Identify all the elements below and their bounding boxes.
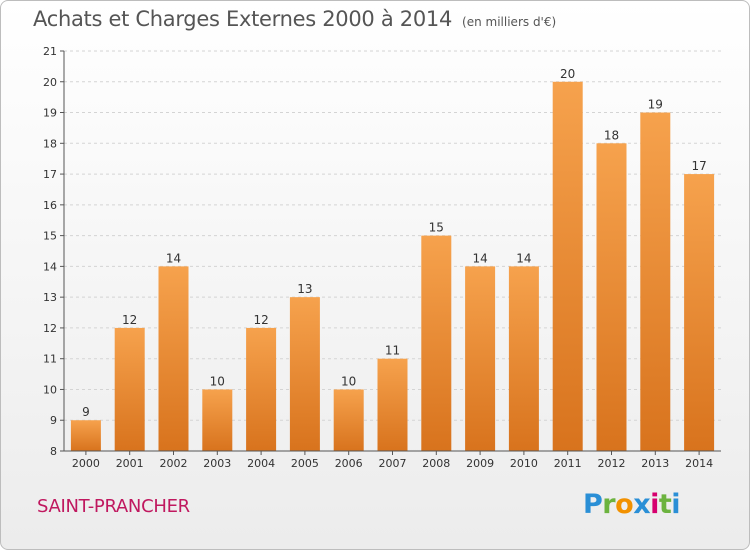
x-tick-label: 2011 (554, 457, 582, 470)
logo-letter: o (615, 489, 634, 520)
x-tick-label: 2010 (510, 457, 538, 470)
y-tick-label: 18 (43, 137, 57, 150)
axes: 8 9 10 11 12 13 14 15 16 17 18 19 20 21 2000 2001 2002 20… (43, 45, 721, 470)
chart-title-text: Achats et Charges Externes 2000 à 2014 (33, 7, 453, 31)
y-tick-label: 14 (43, 260, 57, 273)
bar (246, 327, 277, 451)
y-tick-label: 17 (43, 168, 57, 181)
x-tick-label: 2000 (72, 457, 100, 470)
bar (465, 266, 496, 451)
data-label: 12 (253, 313, 268, 327)
data-label: 10 (210, 374, 225, 388)
y-tick-label: 16 (43, 199, 57, 212)
bar (421, 235, 452, 451)
bar (640, 112, 671, 452)
logo-letter: t (658, 489, 672, 520)
y-tick-label: 9 (50, 414, 57, 427)
y-tick-label: 8 (50, 445, 57, 458)
y-tick-label: 20 (43, 76, 57, 89)
data-label: 14 (472, 251, 487, 265)
x-tick-label: 2008 (422, 457, 450, 470)
y-tick-label: 19 (43, 107, 57, 120)
bar (377, 358, 408, 451)
y-tick-label: 11 (43, 353, 57, 366)
x-tick-label: 2013 (641, 457, 669, 470)
logo-letter: P (583, 489, 603, 520)
x-tick-label: 2003 (203, 457, 231, 470)
data-label: 18 (604, 128, 619, 142)
data-label: 14 (166, 251, 181, 265)
data-label: 13 (297, 282, 312, 296)
data-label: 19 (648, 98, 663, 112)
y-tick-label: 21 (43, 45, 57, 58)
y-tick-label: 15 (43, 230, 57, 243)
bar (684, 174, 715, 452)
x-tick-label: 2014 (685, 457, 713, 470)
x-tick-label: 2009 (466, 457, 494, 470)
x-tick-label: 2001 (116, 457, 144, 470)
bar (158, 266, 189, 451)
bars: 9 12 14 10 12 13 10 11 15 14 14 20 18 19 17 (70, 67, 715, 452)
data-label: 12 (122, 313, 137, 327)
bar (552, 81, 583, 452)
data-label: 14 (516, 251, 531, 265)
logo-letter: i (650, 489, 659, 520)
y-tick-label: 10 (43, 383, 57, 396)
x-tick-label: 2006 (335, 457, 363, 470)
logo-letter: i (671, 489, 681, 520)
data-label: 15 (429, 221, 444, 235)
bar (114, 327, 145, 451)
data-label: 9 (82, 405, 90, 419)
x-tick-label: 2012 (598, 457, 626, 470)
bar (333, 389, 364, 451)
y-tick-label: 13 (43, 291, 57, 304)
x-tick-label: 2007 (379, 457, 407, 470)
town-name: SAINT-PRANCHER (37, 496, 190, 517)
x-tick-label: 2005 (291, 457, 319, 470)
logo-letter: r (602, 489, 616, 520)
bar (596, 143, 627, 452)
data-label: 10 (341, 374, 356, 388)
data-label: 17 (691, 159, 706, 173)
bar (202, 389, 233, 451)
data-label: 11 (385, 344, 400, 358)
chart-title: Achats et Charges Externes 2000 à 2014 (e… (33, 7, 556, 31)
bar (70, 420, 101, 451)
proxiti-logo: Proxiti (583, 489, 681, 520)
bar (289, 297, 320, 451)
chart-subtitle: (en milliers d'€) (462, 15, 557, 29)
x-tick-label: 2002 (160, 457, 188, 470)
data-label: 20 (560, 67, 575, 81)
y-tick-label: 12 (43, 322, 57, 335)
logo-letter: x (633, 489, 651, 520)
x-tick-label: 2004 (247, 457, 275, 470)
bar (508, 266, 539, 451)
